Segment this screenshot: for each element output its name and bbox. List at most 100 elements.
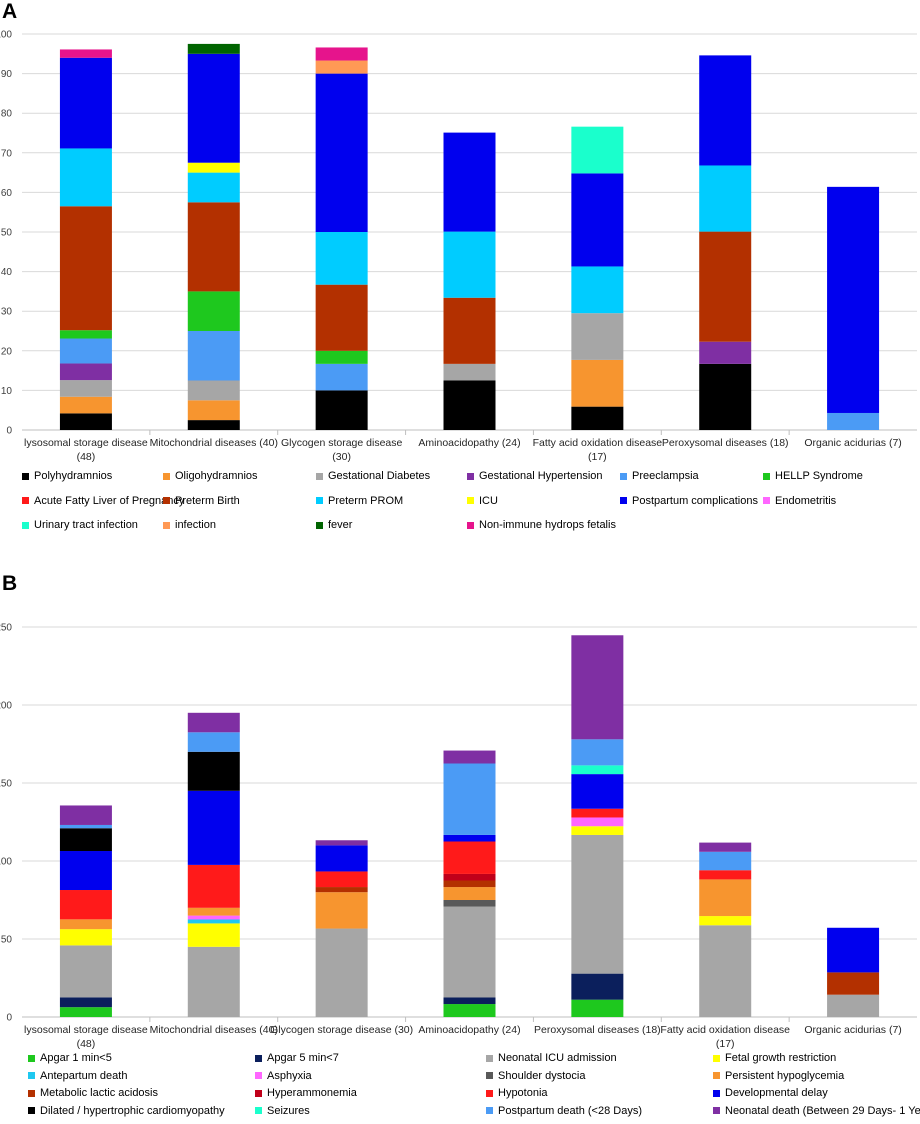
y-tick-label: 20: [1, 346, 13, 357]
legend-item: Antepartum death: [28, 1070, 127, 1082]
y-tick-label: 0: [6, 426, 12, 437]
bar-segment: [699, 870, 752, 880]
legend-swatch: [763, 472, 770, 480]
legend-swatch: [28, 1054, 35, 1062]
bar-segment: [59, 413, 112, 430]
legend-item: Non-immune hydrops fetalis: [467, 519, 616, 531]
bar-segment: [59, 805, 112, 825]
bar-segment: [571, 126, 624, 174]
legend-item: Hypotonia: [486, 1087, 548, 1099]
legend-item: Neonatal death (Between 29 Days- 1 Year): [713, 1105, 920, 1117]
legend-label: Antepartum death: [40, 1069, 128, 1082]
bar-segment: [59, 919, 112, 930]
legend-swatch: [486, 1072, 493, 1079]
legend-item: Polyhydramnios: [22, 470, 112, 482]
legend-swatch: [620, 472, 627, 480]
bar-segment: [59, 49, 112, 58]
bar-segment: [187, 380, 240, 401]
bar-segment: [443, 900, 496, 907]
bar-segment: [699, 879, 752, 917]
x-tick-label: lysosomal storage disease (48): [24, 1024, 148, 1050]
legend-swatch: [163, 497, 170, 504]
panel-b-label: B: [2, 572, 18, 595]
bar-segment: [315, 284, 368, 351]
bar-segment: [571, 359, 624, 407]
bar-segment: [699, 851, 752, 871]
bar-segment: [59, 148, 112, 207]
y-tick-label: 50: [1, 228, 13, 239]
bar-segment: [571, 765, 624, 775]
legend-label: ICU: [479, 494, 498, 507]
legend-swatch: [486, 1089, 493, 1097]
legend-item: Preterm PROM: [316, 495, 403, 507]
bar-segment: [59, 1007, 112, 1017]
legend-item: Hyperammonemia: [255, 1087, 357, 1099]
bar-segment: [187, 790, 240, 865]
bar-segment: [315, 892, 368, 929]
y-tick-label: 40: [1, 267, 13, 278]
legend-label: infection: [175, 519, 216, 531]
legend-swatch: [22, 497, 29, 504]
legend-label: Apgar 1 min<5: [40, 1052, 112, 1064]
bar-segment: [315, 232, 368, 285]
bar-segment: [187, 864, 240, 908]
legend-swatch: [316, 521, 323, 529]
x-tick-label: Fatty acid oxidation disease (17): [660, 1024, 790, 1050]
bar-segment: [827, 412, 880, 430]
y-tick-label: 250: [0, 623, 12, 634]
y-tick-label: 0: [6, 1013, 12, 1024]
legend-item: Seizures: [255, 1105, 310, 1117]
bar-segment: [315, 887, 368, 893]
bar-segment: [827, 972, 880, 995]
bar-segment: [443, 231, 496, 298]
legend-item: fever: [316, 519, 352, 531]
bar-segment: [571, 406, 624, 430]
bar-segment: [59, 363, 112, 381]
bar-segment: [699, 842, 752, 852]
y-tick-label: 10: [1, 386, 13, 397]
bar-segment: [443, 763, 496, 835]
bar-segment: [59, 851, 112, 891]
bar-segment: [187, 907, 240, 916]
y-tick-label: 150: [0, 779, 12, 790]
bar-segment: [187, 400, 240, 421]
legend-swatch: [28, 1089, 35, 1097]
legend-item: Persistent hypoglycemia: [713, 1070, 844, 1082]
bar-segment: [571, 999, 624, 1017]
bar-segment: [571, 834, 624, 974]
legend-item: Dilated / hypertrophic cardiomyopathy: [28, 1105, 225, 1117]
legend-item: Developmental delay: [713, 1087, 828, 1099]
bar-segment: [315, 871, 368, 888]
legend-label: Seizures: [267, 1104, 310, 1117]
bar-segment: [699, 916, 752, 926]
bar-segment: [187, 43, 240, 54]
legend-item: Gestational Diabetes: [316, 470, 430, 482]
bar-segment: [571, 774, 624, 809]
bar-segment: [187, 751, 240, 791]
legend-item: Shoulder dystocia: [486, 1070, 585, 1082]
bar-segment: [315, 840, 368, 846]
legend-label: Postpartum complications: [632, 494, 758, 507]
bar-segment: [315, 73, 368, 232]
legend-label: Developmental delay: [725, 1087, 828, 1099]
bar-segment: [315, 47, 368, 61]
bar-segment: [187, 202, 240, 292]
bar-segment: [59, 206, 112, 331]
legend-item: Postpartum complications: [620, 495, 758, 507]
bar-segment: [443, 380, 496, 430]
legend-swatch: [467, 497, 474, 504]
bar-segment: [699, 55, 752, 166]
legend-label: Urinary tract infection: [34, 519, 138, 531]
legend-label: HELLP Syndrome: [775, 470, 863, 482]
chart-b: 0 50 100 150 200 250 lysosomal storage disease…: [0, 623, 917, 1050]
legend-label: Metabolic lactic acidosis: [40, 1087, 158, 1099]
legend-label: Dilated / hypertrophic cardiomyopathy: [40, 1104, 225, 1117]
bar-segment: [315, 350, 368, 364]
bar-segment: [187, 53, 240, 163]
bar-segment: [699, 363, 752, 430]
legend-swatch: [163, 521, 170, 529]
legend-swatch: [316, 497, 323, 504]
legend-swatch: [28, 1072, 35, 1079]
chart-a: 0 10 20 30 40 50 60 70 80 90 100 lysosomal storage …: [0, 30, 917, 463]
legend-item: Neonatal ICU admission: [486, 1052, 617, 1064]
